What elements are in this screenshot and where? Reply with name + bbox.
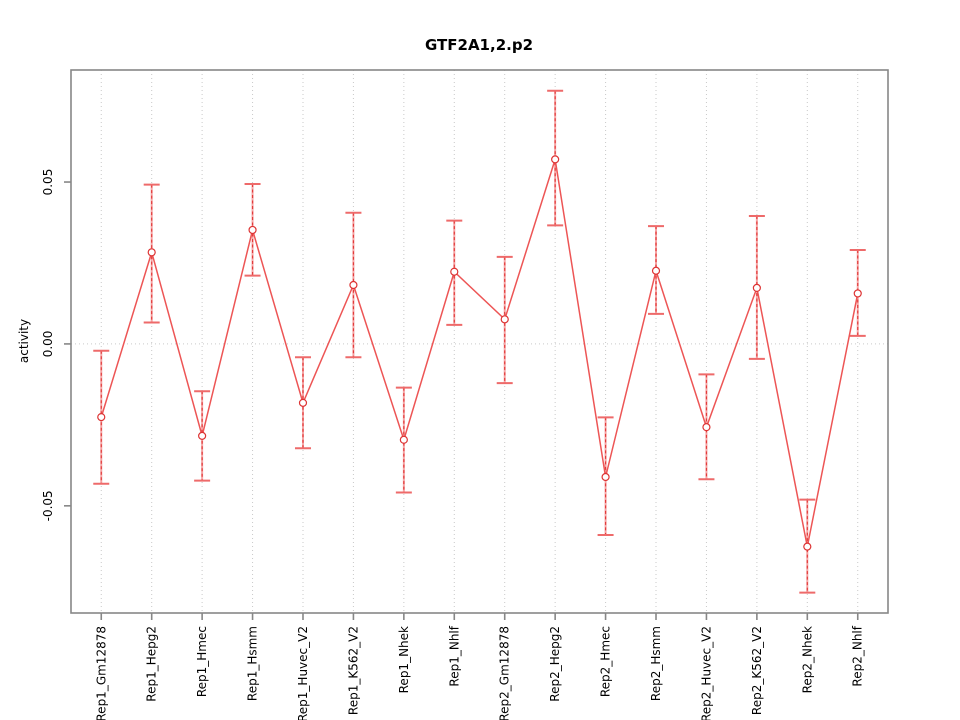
- x-tick-label: Rep2_Hsmm: [649, 626, 663, 701]
- chart-title: GTF2A1,2.p2: [425, 36, 533, 54]
- error-bars: [93, 89, 866, 594]
- data-point: [97, 413, 106, 422]
- data-point: [500, 315, 509, 324]
- x-tick-label: Rep2_K562_V2: [750, 626, 764, 715]
- plot-frame: [70, 69, 889, 614]
- data-point: [198, 431, 207, 440]
- data-point: [450, 267, 459, 276]
- data-point: [147, 248, 156, 257]
- x-tick-label: Rep2_Nhlf: [851, 625, 865, 686]
- data-points: [97, 155, 862, 551]
- x-tick-label: Rep1_Hsmm: [246, 626, 260, 701]
- x-tick-label: Rep2_Nhek: [800, 626, 814, 693]
- y-axis-label: activity: [17, 319, 31, 363]
- data-point: [853, 289, 862, 298]
- x-tick-label: Rep1_Hmec: [195, 626, 209, 697]
- y-tick-labels: -0.05 0.00 0.05: [41, 169, 55, 522]
- data-point: [298, 398, 308, 407]
- data-point: [551, 155, 560, 164]
- x-tick-label: Rep2_Gm12878: [498, 626, 512, 720]
- y-tick-label: 0.00: [41, 331, 55, 358]
- x-tick-label: Rep1_Gm12878: [94, 626, 108, 720]
- y-tick-label: 0.05: [41, 169, 55, 196]
- x-tick-labels: Rep1_Gm12878 Rep1_Hepg2 Rep1_Hmec Rep1_Hsmm…: [94, 625, 864, 720]
- data-point: [651, 266, 661, 275]
- y-tick-label: -0.05: [41, 490, 55, 521]
- x-tick-label: Rep1_K562_V2: [346, 626, 360, 715]
- x-axis-ticks: [100, 613, 859, 620]
- x-tick-label: Rep2_Huvec_V2: [699, 626, 713, 720]
- x-tick-label: Rep1_Hepg2: [145, 626, 159, 702]
- data-point: [803, 542, 812, 551]
- gridlines: [71, 70, 888, 613]
- x-tick-label: Rep1_Nhek: [397, 626, 411, 693]
- x-tick-label: Rep2_Hmec: [599, 626, 613, 697]
- x-tick-label: Rep2_Hepg2: [548, 626, 562, 702]
- data-line: [100, 159, 859, 547]
- x-tick-label: Rep1_Nhlf: [447, 625, 461, 686]
- data-point: [399, 435, 408, 444]
- data-point: [601, 472, 610, 482]
- y-axis-ticks: [64, 181, 71, 507]
- data-point: [702, 423, 711, 432]
- x-tick-label: Rep1_Huvec_V2: [296, 626, 310, 720]
- data-point: [349, 280, 358, 290]
- data-point: [752, 283, 761, 293]
- data-point: [248, 225, 257, 235]
